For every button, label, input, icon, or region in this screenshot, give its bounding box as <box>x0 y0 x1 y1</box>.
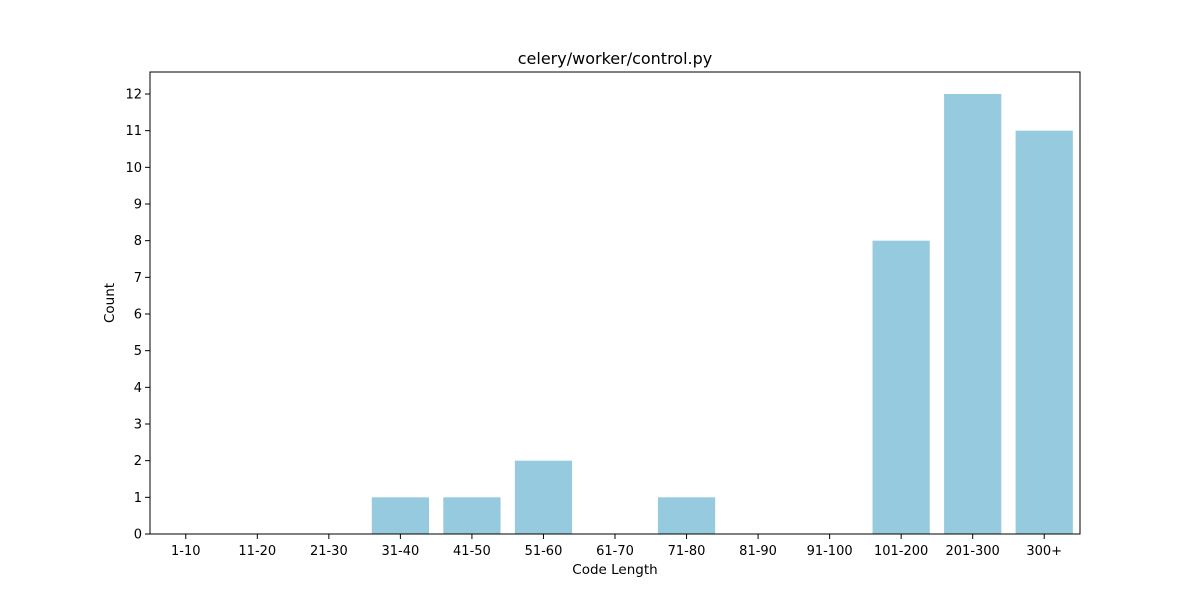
x-tick-label: 61-70 <box>596 544 634 559</box>
bars-layer <box>371 94 1073 535</box>
x-tick-label: 71-80 <box>668 544 706 559</box>
y-tick-label: 3 <box>134 418 142 433</box>
y-tick-label: 8 <box>134 234 142 249</box>
bar-31-40 <box>371 497 429 534</box>
bar-71-80 <box>657 497 716 534</box>
x-tick-label: 81-90 <box>739 544 777 559</box>
x-axis: 1-10 11-20 21-30 31-40 41-50 51-60 61-70 71-80 8… <box>171 534 1062 559</box>
x-tick-label: 300+ <box>1026 544 1062 559</box>
y-tick-label: 4 <box>134 381 142 396</box>
plot-frame <box>149 71 1081 535</box>
bar-201-300 <box>944 94 1002 534</box>
y-tick-label: 5 <box>134 344 142 359</box>
bar-300+ <box>1015 130 1073 535</box>
x-tick-label: 101-200 <box>874 544 928 559</box>
x-tick-label: 91-100 <box>807 544 853 559</box>
y-tick-label: 1 <box>134 491 142 506</box>
x-tick-label: 51-60 <box>525 544 563 559</box>
y-tick-label: 9 <box>134 198 142 213</box>
y-tick-label: 0 <box>134 528 142 543</box>
y-tick-label: 12 <box>125 88 142 103</box>
y-tick-label: 11 <box>125 124 142 139</box>
chart-title: celery/worker/control.py <box>518 49 713 68</box>
y-tick-label: 6 <box>134 308 142 323</box>
y-tick-label: 7 <box>134 271 142 286</box>
x-tick-label: 41-50 <box>453 544 491 559</box>
y-tick-label: 10 <box>125 161 142 176</box>
y-axis-label: Count <box>102 283 118 323</box>
x-tick-label: 11-20 <box>238 544 276 559</box>
x-axis-label: Code Length <box>572 562 657 578</box>
x-tick-label: 201-300 <box>946 544 1000 559</box>
bar-101-200 <box>872 240 930 535</box>
x-tick-label: 1-10 <box>171 544 201 559</box>
y-tick-label: 2 <box>134 454 142 469</box>
bar-51-60 <box>514 460 573 534</box>
x-tick-label: 31-40 <box>381 544 419 559</box>
x-tick-label: 21-30 <box>310 544 348 559</box>
bar-41-50 <box>443 497 501 534</box>
